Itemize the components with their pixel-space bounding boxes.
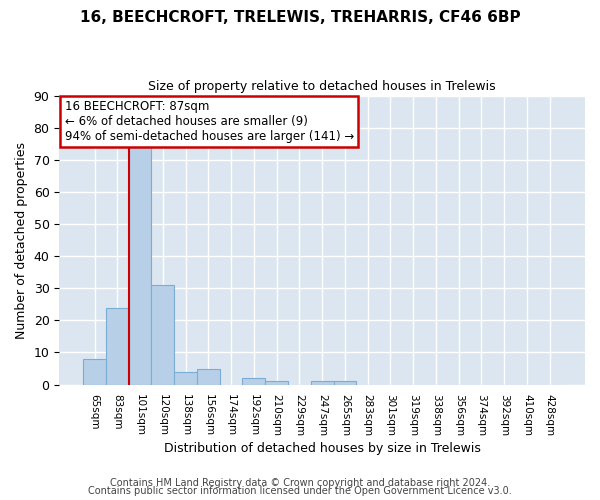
- X-axis label: Distribution of detached houses by size in Trelewis: Distribution of detached houses by size …: [164, 442, 481, 455]
- Bar: [128, 147, 151, 384]
- Bar: [174, 372, 197, 384]
- Bar: [83, 359, 106, 384]
- Text: Contains HM Land Registry data © Crown copyright and database right 2024.: Contains HM Land Registry data © Crown c…: [110, 478, 490, 488]
- Bar: [334, 382, 356, 384]
- Bar: [106, 308, 128, 384]
- Bar: [151, 285, 174, 384]
- Text: Contains public sector information licensed under the Open Government Licence v3: Contains public sector information licen…: [88, 486, 512, 496]
- Text: 16, BEECHCROFT, TRELEWIS, TREHARRIS, CF46 6BP: 16, BEECHCROFT, TRELEWIS, TREHARRIS, CF4…: [80, 10, 520, 25]
- Bar: [197, 368, 220, 384]
- Bar: [311, 382, 334, 384]
- Text: 16 BEECHCROFT: 87sqm
← 6% of detached houses are smaller (9)
94% of semi-detache: 16 BEECHCROFT: 87sqm ← 6% of detached ho…: [65, 100, 354, 143]
- Title: Size of property relative to detached houses in Trelewis: Size of property relative to detached ho…: [148, 80, 496, 93]
- Bar: [265, 382, 288, 384]
- Bar: [242, 378, 265, 384]
- Y-axis label: Number of detached properties: Number of detached properties: [15, 142, 28, 338]
